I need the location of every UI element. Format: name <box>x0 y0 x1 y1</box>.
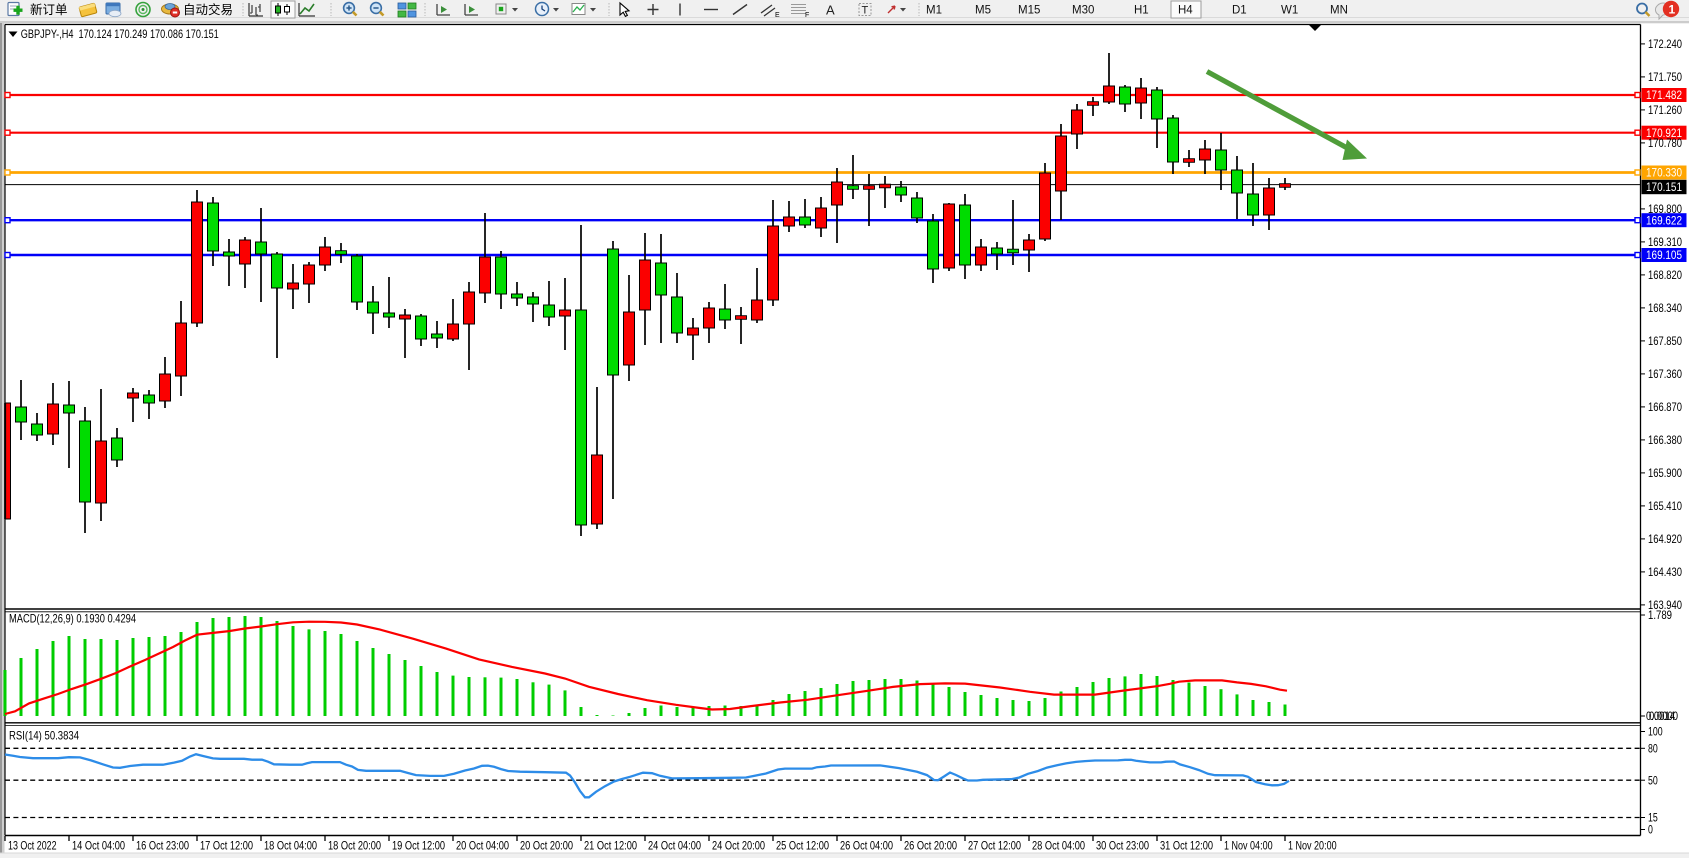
svg-text:H1: H1 <box>1134 5 1149 17</box>
svg-text:24 Oct 20:00: 24 Oct 20:00 <box>712 839 765 853</box>
svg-text:18 Oct 20:00: 18 Oct 20:00 <box>328 839 381 853</box>
svg-text:0: 0 <box>1648 823 1653 837</box>
svg-text:164.920: 164.920 <box>1648 532 1682 546</box>
svg-text:170.330: 170.330 <box>1646 166 1682 180</box>
svg-text:169.622: 169.622 <box>1646 213 1682 227</box>
svg-text:15: 15 <box>1648 811 1658 825</box>
svg-text:M30: M30 <box>1072 5 1094 17</box>
svg-text:167.850: 167.850 <box>1648 334 1682 348</box>
svg-text:169.800: 169.800 <box>1648 202 1682 216</box>
svg-text:13 Oct 2022: 13 Oct 2022 <box>8 839 57 853</box>
svg-text:80: 80 <box>1648 742 1658 756</box>
svg-text:27 Oct 12:00: 27 Oct 12:00 <box>968 839 1021 853</box>
svg-text:0.0000: 0.0000 <box>1649 709 1678 723</box>
svg-text:163.940: 163.940 <box>1648 598 1682 612</box>
svg-text:20 Oct 20:00: 20 Oct 20:00 <box>520 839 573 853</box>
svg-text:17 Oct 12:00: 17 Oct 12:00 <box>200 839 253 853</box>
svg-text:MACD(12,26,9) 0.1930 0.4294: MACD(12,26,9) 0.1930 0.4294 <box>9 612 136 626</box>
svg-text:RSI(14) 50.3834: RSI(14) 50.3834 <box>9 729 79 743</box>
svg-text:自动交易: 自动交易 <box>183 2 233 17</box>
svg-text:19 Oct 12:00: 19 Oct 12:00 <box>392 839 445 853</box>
svg-text:166.870: 166.870 <box>1648 400 1682 414</box>
svg-text:168.820: 168.820 <box>1648 268 1682 282</box>
svg-text:171.750: 171.750 <box>1648 70 1682 84</box>
svg-text:F: F <box>805 12 809 19</box>
svg-text:D1: D1 <box>1232 5 1247 17</box>
svg-text:164.430: 164.430 <box>1648 565 1682 579</box>
svg-text:E: E <box>775 12 780 19</box>
svg-text:A: A <box>826 3 835 18</box>
svg-text:M5: M5 <box>975 5 991 17</box>
svg-text:165.900: 165.900 <box>1648 466 1682 480</box>
svg-text:169.310: 169.310 <box>1648 235 1682 249</box>
svg-text:166.380: 166.380 <box>1648 433 1682 447</box>
svg-text:H4: H4 <box>1178 5 1193 17</box>
svg-text:21 Oct 12:00: 21 Oct 12:00 <box>584 839 637 853</box>
svg-text:1 Nov 04:00: 1 Nov 04:00 <box>1224 839 1273 853</box>
svg-text:30 Oct 23:00: 30 Oct 23:00 <box>1096 839 1149 853</box>
svg-text:170.921: 170.921 <box>1646 126 1682 140</box>
svg-text:1: 1 <box>1669 3 1676 17</box>
svg-text:18 Oct 04:00: 18 Oct 04:00 <box>264 839 317 853</box>
svg-text:0.0014: 0.0014 <box>1646 709 1675 723</box>
svg-text:14 Oct 04:00: 14 Oct 04:00 <box>72 839 125 853</box>
svg-text:170.151: 170.151 <box>1646 180 1682 194</box>
svg-text:169.105: 169.105 <box>1646 248 1682 262</box>
svg-text:新订单: 新订单 <box>30 2 68 17</box>
svg-text:GBPJPY-,H4 170.124 170.249 17: GBPJPY-,H4 170.124 170.249 170.086 170.1… <box>21 27 219 41</box>
svg-text:MN: MN <box>1330 5 1348 17</box>
svg-text:172.240: 172.240 <box>1648 37 1682 51</box>
svg-text:100: 100 <box>1648 725 1663 739</box>
svg-text:171.260: 171.260 <box>1648 103 1682 117</box>
svg-text:171.482: 171.482 <box>1646 88 1682 102</box>
svg-text:1.789: 1.789 <box>1648 608 1672 622</box>
svg-text:167.360: 167.360 <box>1648 367 1682 381</box>
svg-text:M1: M1 <box>926 5 942 17</box>
svg-text:25 Oct 12:00: 25 Oct 12:00 <box>776 839 829 853</box>
svg-text:20 Oct 04:00: 20 Oct 04:00 <box>456 839 509 853</box>
svg-text:28 Oct 04:00: 28 Oct 04:00 <box>1032 839 1085 853</box>
svg-text:170.780: 170.780 <box>1648 136 1682 150</box>
svg-text:26 Oct 04:00: 26 Oct 04:00 <box>840 839 893 853</box>
svg-text:1 Nov 20:00: 1 Nov 20:00 <box>1288 839 1337 853</box>
svg-text:165.410: 165.410 <box>1648 499 1682 513</box>
svg-text:50: 50 <box>1648 773 1658 787</box>
svg-text:16 Oct 23:00: 16 Oct 23:00 <box>136 839 189 853</box>
svg-text:168.340: 168.340 <box>1648 301 1682 315</box>
svg-text:24 Oct 04:00: 24 Oct 04:00 <box>648 839 701 853</box>
svg-text:31 Oct 12:00: 31 Oct 12:00 <box>1160 839 1213 853</box>
svg-text:T: T <box>862 5 869 17</box>
svg-text:26 Oct 20:00: 26 Oct 20:00 <box>904 839 957 853</box>
svg-text:W1: W1 <box>1281 5 1298 17</box>
svg-text:M15: M15 <box>1018 5 1040 17</box>
